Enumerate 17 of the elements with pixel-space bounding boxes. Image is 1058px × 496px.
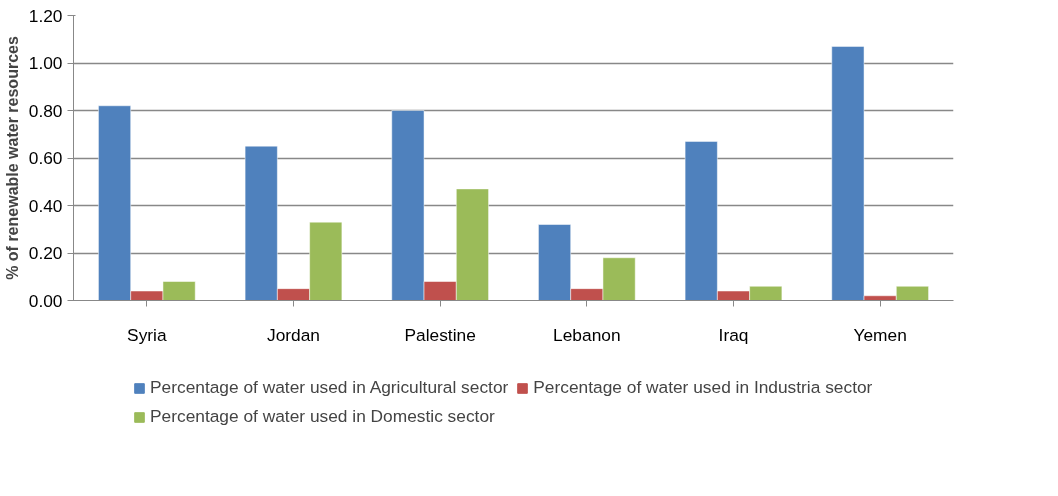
- y-tick-label: 1.00: [28, 53, 63, 73]
- y-tick-label: 0.60: [28, 148, 63, 168]
- legend-label: Percentage of water used in Industria sector: [533, 377, 873, 398]
- y-tick-label: 1.20: [28, 5, 63, 26]
- y-tick-label: 0.00: [28, 290, 63, 311]
- x-tick-label: Yemen: [853, 324, 907, 345]
- x-tick-label: Lebanon: [553, 324, 621, 345]
- y-tick-label: 0.80: [28, 100, 63, 121]
- y-tick-label: 0.40: [28, 195, 63, 216]
- legend-label: Percentage of water used in Agricultural sector: [150, 377, 509, 398]
- y-axis-title: % of renewable water resources: [3, 36, 21, 280]
- x-tick-label: Jordan: [267, 324, 320, 345]
- legend-label: Percentage of water used in Domestic sector: [150, 406, 495, 427]
- y-tick-label: 0.20: [28, 243, 63, 263]
- x-tick-label: Iraq: [718, 324, 749, 345]
- x-tick-label: Palestine: [404, 324, 476, 345]
- x-tick-label: Syria: [127, 324, 167, 345]
